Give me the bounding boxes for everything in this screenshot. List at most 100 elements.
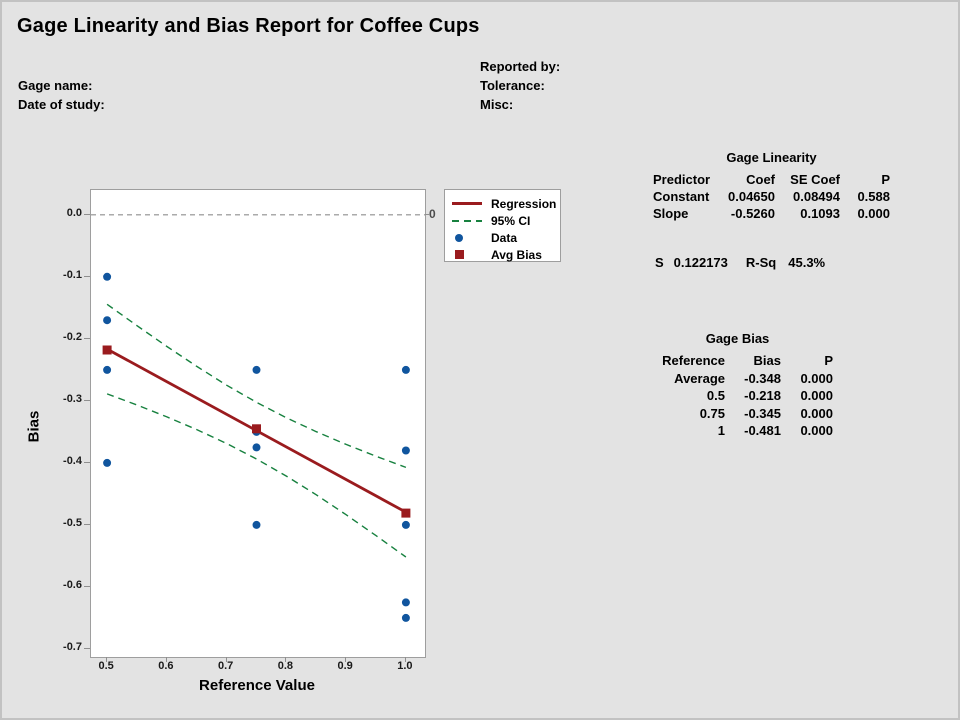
data-point <box>401 598 410 607</box>
legend-item-ci: 95% CI <box>452 212 560 229</box>
data-point <box>103 365 112 374</box>
table-cell: 1 <box>717 423 725 438</box>
x-tick-mark <box>404 657 406 662</box>
s-value: 0.122173 <box>673 255 728 270</box>
data-point <box>252 443 261 452</box>
regression-line-swatch <box>452 202 484 205</box>
legend-label: 95% CI <box>491 213 531 228</box>
data-point <box>401 613 410 622</box>
legend-label: Avg Bias <box>491 247 542 262</box>
date-of-study-label: Date of study: <box>18 97 105 112</box>
gage-linearity-table: Gage Linearity Predictor Coef SE Coef P … <box>653 149 890 222</box>
rsq-value: 45.3% <box>788 255 826 270</box>
y-tick-label: -0.2 <box>63 330 82 343</box>
y-tick-label: -0.7 <box>63 640 82 653</box>
x-tick-mark <box>225 657 227 662</box>
x-tick-label: 0.8 <box>277 660 294 672</box>
fit-statistics: S 0.122173 R-Sq 45.3% <box>655 255 825 270</box>
table-cell: Slope <box>653 206 689 221</box>
table-cell: 0.000 <box>800 423 833 438</box>
misc-label: Misc: <box>480 97 514 112</box>
y-tick-mark <box>84 275 90 277</box>
x-tick-label: 0.5 <box>98 660 114 672</box>
data-point <box>103 316 112 325</box>
ci-dashed-line-swatch <box>452 219 484 222</box>
y-tick-mark <box>84 647 90 649</box>
x-axis-title: Reference Value <box>199 677 315 694</box>
legend-item-avg-bias: Avg Bias <box>452 246 560 263</box>
table-cell: 0.588 <box>857 189 890 204</box>
zero-line-label: 0 <box>429 207 436 221</box>
plot-svg <box>91 214 425 622</box>
ci-lower-line <box>106 393 407 558</box>
chart-legend: Regression 95% CI Data Avg Bias <box>444 189 561 262</box>
gage-name-label: Gage name: <box>18 78 93 93</box>
legend-item-regression: Regression <box>452 195 560 212</box>
table-cell: 0.5 <box>706 388 725 403</box>
col-header: P <box>881 172 890 187</box>
table-cell: -0.481 <box>744 423 781 438</box>
y-tick-mark <box>84 399 90 401</box>
y-tick-label: -0.5 <box>63 516 82 529</box>
gage-bias-table: Gage Bias Reference Bias P Average -0.34… <box>642 330 833 440</box>
col-header: Predictor <box>653 172 711 187</box>
table-cell: Constant <box>653 189 710 204</box>
x-tick-label: 0.6 <box>158 660 174 672</box>
tolerance-label: Tolerance: <box>480 78 545 93</box>
table-cell: 0.75 <box>699 405 725 421</box>
col-header: SE Coef <box>790 172 840 187</box>
gage-bias-title: Gage Bias <box>705 331 770 346</box>
x-tick-mark <box>345 657 347 662</box>
page-title: Gage Linearity and Bias Report for Coffe… <box>17 15 480 37</box>
x-tick-label: 0.7 <box>217 660 234 672</box>
rsq-label: R-Sq <box>745 255 777 270</box>
data-point <box>103 458 112 467</box>
table-cell: 0.04650 <box>728 189 775 204</box>
y-tick-mark <box>84 585 90 587</box>
gage-linearity-title: Gage Linearity <box>726 150 817 165</box>
y-tick-mark <box>84 523 90 525</box>
s-label: S <box>655 255 664 270</box>
data-point <box>252 520 261 529</box>
data-point <box>401 365 410 374</box>
gage-linearity-grid: Predictor Coef SE Coef P Constant 0.0465… <box>653 171 890 222</box>
table-cell: -0.348 <box>744 370 781 386</box>
y-tick-label: -0.3 <box>63 392 82 405</box>
col-header: P <box>824 353 833 368</box>
x-tick-mark <box>165 657 167 662</box>
table-cell: 0.1093 <box>800 206 840 221</box>
data-point <box>103 272 112 281</box>
reported-by-label: Reported by: <box>480 59 561 74</box>
x-tick-label: 0.9 <box>337 660 353 672</box>
gage-bias-grid: Reference Bias P Average -0.348 0.000 0.… <box>642 352 833 440</box>
y-tick-mark <box>84 337 90 339</box>
data-dot-swatch <box>452 233 484 242</box>
y-tick-label: -0.6 <box>63 578 82 591</box>
table-cell: 0.08494 <box>793 189 840 204</box>
y-tick-mark <box>84 213 90 215</box>
avg-bias-point <box>102 345 112 355</box>
table-cell: 0.000 <box>800 370 833 386</box>
table-cell: -0.218 <box>744 388 781 403</box>
avg-bias-square-swatch <box>452 250 484 259</box>
table-cell: -0.5260 <box>730 206 775 221</box>
y-tick-mark <box>84 461 90 463</box>
y-tick-label: -0.4 <box>63 454 82 467</box>
x-tick-mark <box>106 657 108 662</box>
y-axis-title: Bias <box>25 410 43 443</box>
table-cell: Average <box>674 370 725 386</box>
avg-bias-point <box>252 424 261 434</box>
avg-bias-point <box>401 508 411 518</box>
legend-label: Data <box>491 230 518 245</box>
chart-plot-area <box>90 189 426 658</box>
y-tick-label: 0.0 <box>66 206 82 219</box>
col-header: Coef <box>746 172 775 187</box>
legend-item-data: Data <box>452 229 560 246</box>
data-point <box>401 446 410 455</box>
table-cell: 0.000 <box>800 405 833 421</box>
col-header: Reference <box>662 353 725 368</box>
data-point <box>401 520 410 529</box>
zero-right-tick-mark <box>425 213 430 215</box>
ci-upper-line <box>106 303 407 469</box>
